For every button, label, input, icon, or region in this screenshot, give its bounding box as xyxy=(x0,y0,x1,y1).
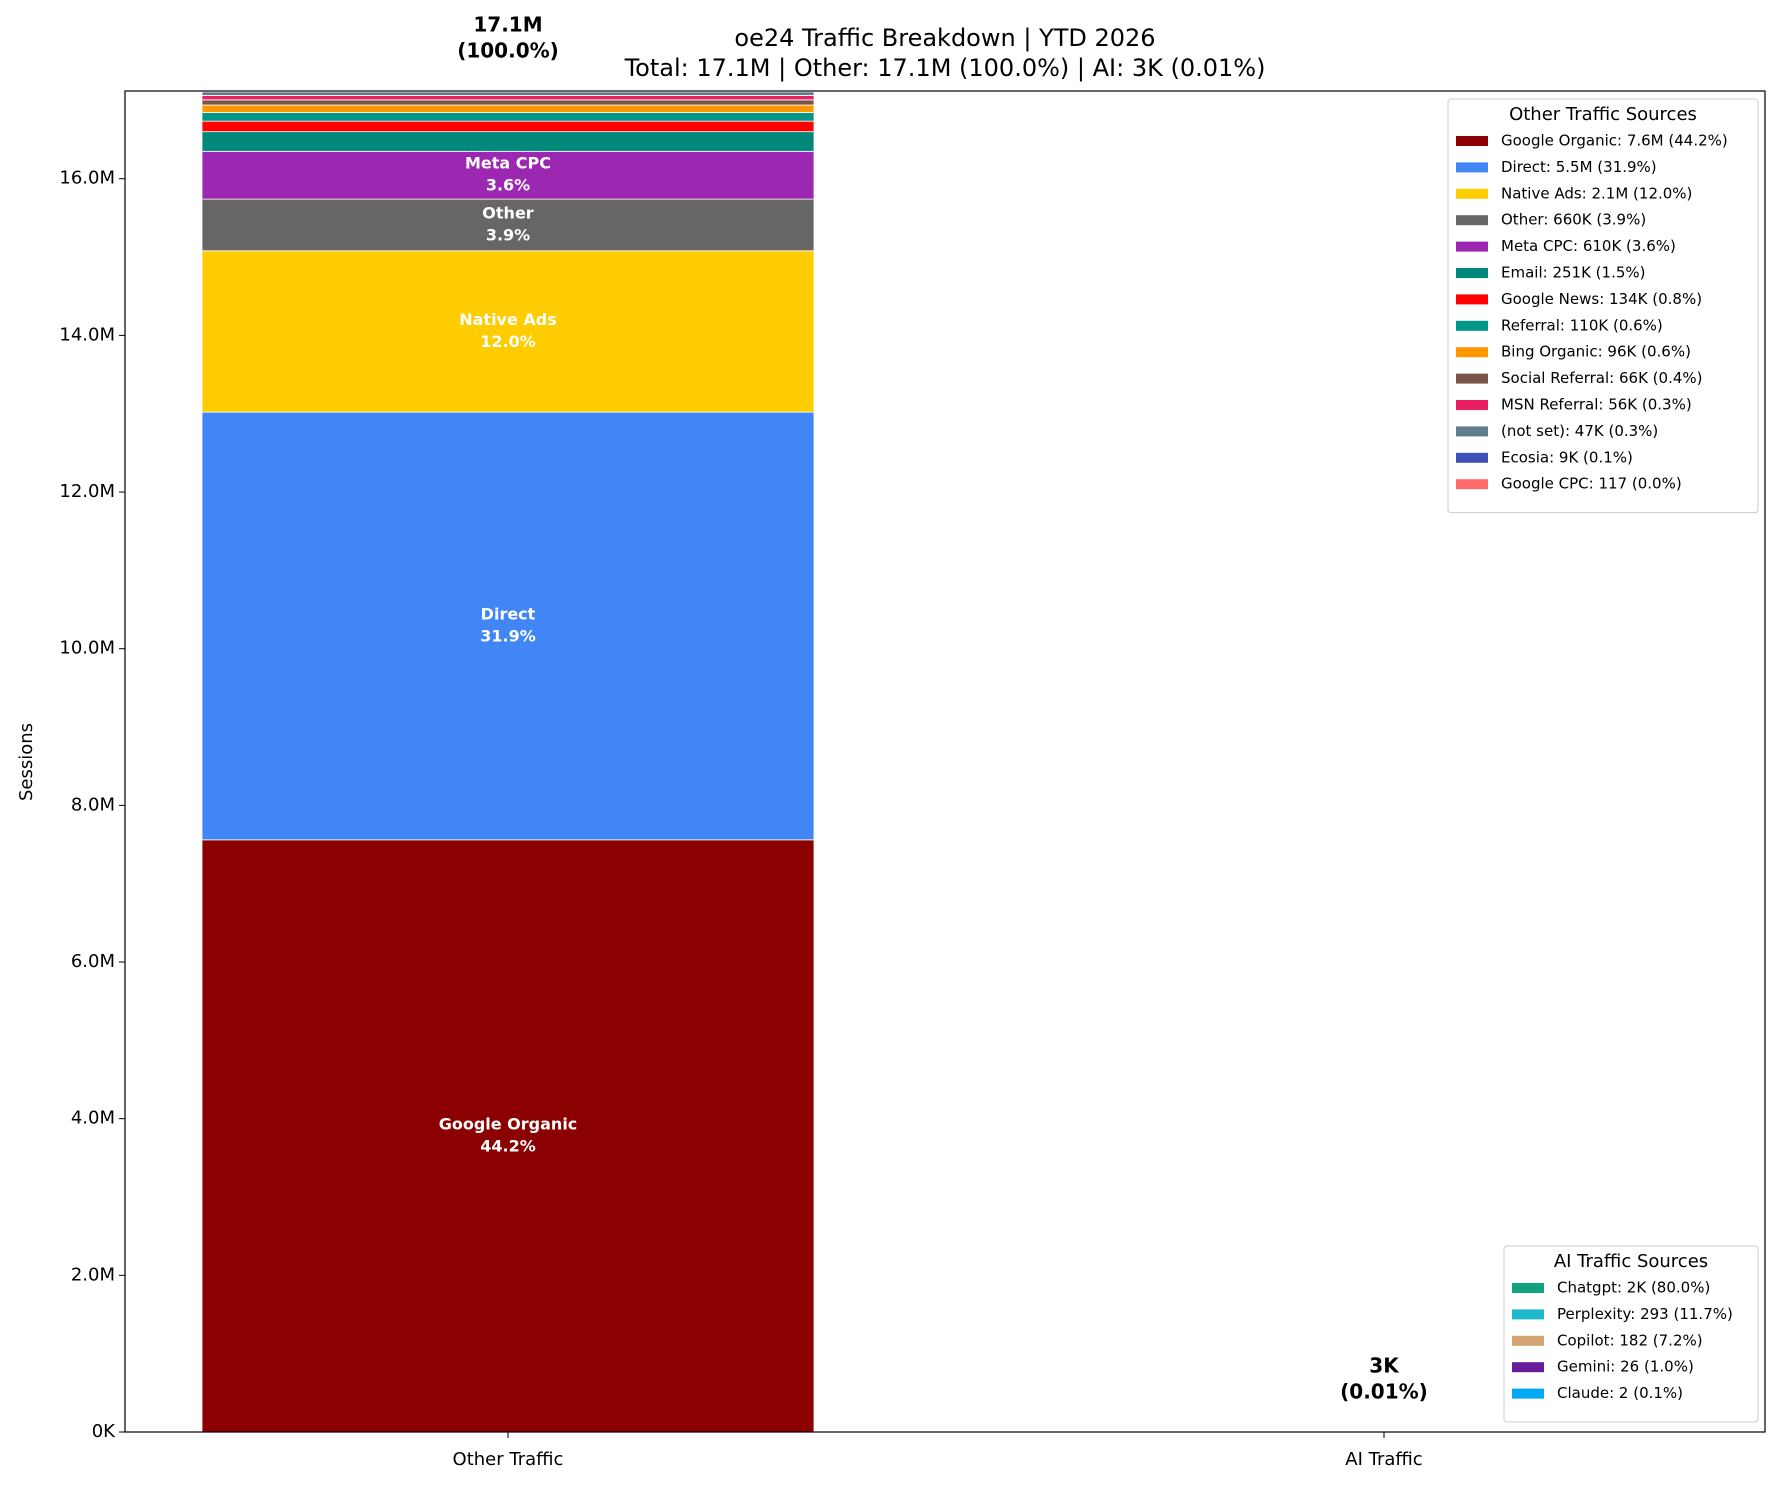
segment-label: Meta CPC xyxy=(465,154,551,173)
bar-total-label: 3K xyxy=(1369,1353,1400,1377)
legend-label: Copilot: 182 (7.2%) xyxy=(1557,1331,1703,1349)
bar-segment xyxy=(201,95,815,101)
segment-label: Native Ads xyxy=(459,310,557,329)
bar-segment xyxy=(201,250,815,413)
chart-subtitle: Total: 17.1M | Other: 17.1M (100.0%) | A… xyxy=(624,54,1266,82)
bar-segment xyxy=(201,112,815,122)
bar-segment xyxy=(201,91,815,96)
segment-value-label: 3.9% xyxy=(486,225,530,244)
legend-swatch xyxy=(1456,136,1488,146)
legend-swatch xyxy=(1456,162,1488,173)
segment-label: Google Organic xyxy=(439,1114,578,1133)
segment-label: Direct xyxy=(481,604,536,623)
legend-label: Bing Organic: 96K (0.6%) xyxy=(1501,343,1691,361)
legend-label: Direct: 5.5M (31.9%) xyxy=(1501,158,1657,176)
legend-swatch xyxy=(1456,320,1488,331)
legend-swatch xyxy=(1456,188,1488,199)
bar-segment xyxy=(201,411,815,841)
bar-share-label: (100.0%) xyxy=(457,39,559,63)
legend-label: MSN Referral: 56K (0.3%) xyxy=(1501,396,1692,414)
y-tick-label: 0K xyxy=(92,1421,116,1442)
legend-box xyxy=(1503,1245,1759,1423)
chart-title: oe24 Traffic Breakdown | YTD 2026 xyxy=(734,24,1155,52)
y-tick-label: 8.0M xyxy=(71,794,115,815)
x-tick-label: Other Traffic xyxy=(453,1449,564,1470)
legend-swatch xyxy=(1456,373,1488,384)
legend-label: Referral: 110K (0.6%) xyxy=(1501,316,1663,334)
plot-frame xyxy=(124,90,1766,1433)
segment-value-label: 3.6% xyxy=(486,176,530,195)
legend-label: Perplexity: 293 (11.7%) xyxy=(1557,1305,1733,1323)
y-tick-label: 2.0M xyxy=(71,1264,115,1285)
bar-total-label: 17.1M xyxy=(473,13,542,37)
legend-swatch xyxy=(1456,452,1488,463)
legend-swatch xyxy=(1512,1283,1544,1293)
legend-swatch xyxy=(1456,347,1488,358)
legend-label: Gemini: 26 (1.0%) xyxy=(1557,1358,1694,1376)
legend-label: Google Organic: 7.6M (44.2%) xyxy=(1501,132,1728,150)
legend-swatch xyxy=(1456,241,1488,252)
legend-swatch xyxy=(1456,400,1488,410)
y-axis-label: Sessions xyxy=(16,723,37,801)
legend-swatch xyxy=(1512,1388,1544,1399)
legend-swatch xyxy=(1456,426,1488,437)
segment-value-label: 31.9% xyxy=(480,626,536,645)
bar-segment xyxy=(201,131,815,152)
legend-swatch xyxy=(1512,1309,1544,1320)
bar-segment xyxy=(201,120,815,133)
legend-swatch xyxy=(1456,268,1488,278)
x-tick-label: AI Traffic xyxy=(1345,1449,1422,1470)
legend-label: Claude: 2 (0.1%) xyxy=(1557,1384,1683,1402)
legend-swatch xyxy=(1456,215,1488,226)
legend-title: AI Traffic Sources xyxy=(1554,1251,1708,1272)
y-tick-label: 14.0M xyxy=(59,324,115,345)
legend-label: Meta CPC: 610K (3.6%) xyxy=(1501,237,1676,255)
legend-swatch xyxy=(1512,1335,1544,1346)
legend-swatch xyxy=(1456,479,1488,490)
legend-swatch xyxy=(1512,1362,1544,1373)
legend-label: (not set): 47K (0.3%) xyxy=(1501,422,1658,440)
bar-segment xyxy=(201,99,815,106)
bar-segment xyxy=(201,104,815,113)
legend-label: Email: 251K (1.5%) xyxy=(1501,264,1646,282)
legend-label: Google News: 134K (0.8%) xyxy=(1501,290,1702,308)
bar-segment xyxy=(201,150,815,200)
bar-share-label: (0.01%) xyxy=(1340,1379,1428,1403)
legend-label: Google CPC: 117 (0.0%) xyxy=(1501,475,1682,493)
segment-value-label: 44.2% xyxy=(480,1136,536,1155)
y-tick-label: 16.0M xyxy=(59,168,115,189)
legend-label: Ecosia: 9K (0.1%) xyxy=(1501,448,1633,466)
segment-value-label: 12.0% xyxy=(480,332,536,351)
legend-label: Chatgpt: 2K (80.0%) xyxy=(1557,1279,1710,1297)
legend-label: Social Referral: 66K (0.4%) xyxy=(1501,369,1702,387)
y-tick-label: 4.0M xyxy=(71,1108,115,1129)
legend-label: Native Ads: 2.1M (12.0%) xyxy=(1501,184,1692,202)
segment-label: Other xyxy=(482,203,533,222)
legend-title: Other Traffic Sources xyxy=(1509,104,1697,125)
bar-segment xyxy=(201,198,815,252)
y-tick-label: 6.0M xyxy=(71,951,115,972)
legend-swatch xyxy=(1456,294,1488,305)
y-tick-label: 10.0M xyxy=(59,638,115,659)
legend-box xyxy=(1447,98,1759,514)
bar-segment xyxy=(201,839,815,1433)
legend-label: Other: 660K (3.9%) xyxy=(1501,211,1646,229)
y-tick-label: 12.0M xyxy=(59,481,115,502)
